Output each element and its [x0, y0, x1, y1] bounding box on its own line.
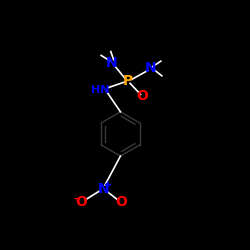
- Text: P: P: [123, 74, 133, 88]
- Text: N: N: [97, 182, 109, 196]
- Text: O: O: [136, 90, 148, 104]
- Text: -: -: [73, 194, 78, 204]
- Text: O: O: [116, 195, 127, 209]
- Text: +: +: [104, 180, 112, 190]
- Text: O: O: [75, 195, 87, 209]
- Text: N: N: [144, 62, 156, 76]
- Text: HN: HN: [91, 85, 110, 95]
- Text: N: N: [106, 56, 118, 70]
